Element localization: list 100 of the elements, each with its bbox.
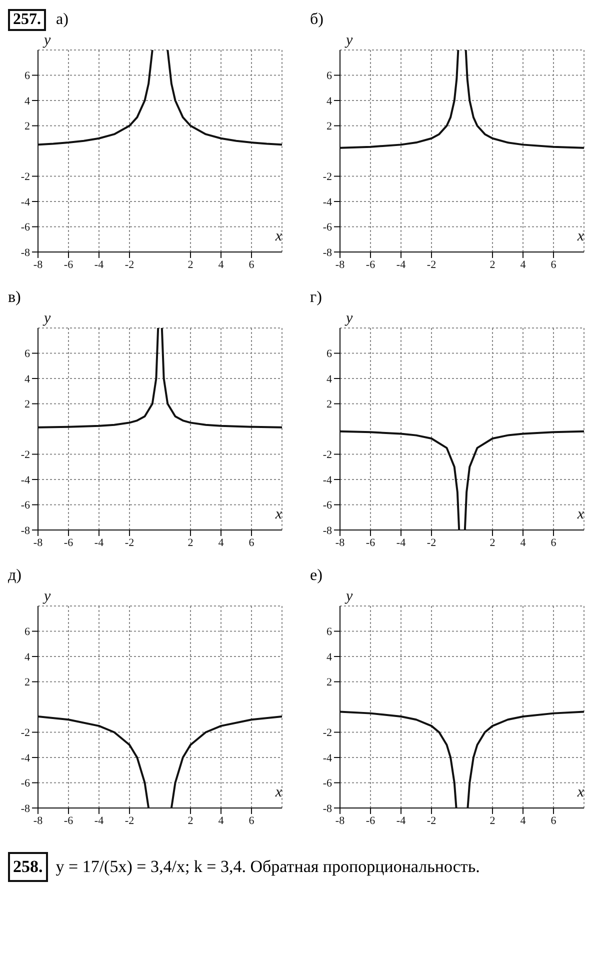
y-tick-label: 4 <box>24 95 30 108</box>
chart-title: а) <box>56 11 68 29</box>
x-tick-label: -6 <box>64 814 74 827</box>
y-tick-label: 4 <box>24 651 30 664</box>
y-tick-label: -2 <box>20 727 30 740</box>
x-tick-label: 6 <box>248 814 255 827</box>
x-tick-label: -2 <box>124 536 134 549</box>
y-tick-label: 4 <box>326 651 332 664</box>
x-tick-label: -6 <box>366 536 376 549</box>
text: 258. <box>8 852 48 882</box>
y-tick-label: -8 <box>322 246 332 259</box>
y-tick-label: 2 <box>24 398 30 411</box>
y-tick-label: 4 <box>24 373 30 386</box>
x-tick-label: -8 <box>335 536 346 549</box>
x-tick-label: 4 <box>520 536 526 549</box>
x-tick-label: 2 <box>490 536 496 549</box>
y-tick-label: -4 <box>322 474 332 486</box>
y-tick-label: -6 <box>322 500 332 512</box>
y-tick-label: -6 <box>20 500 30 512</box>
x-tick-label: -6 <box>64 258 74 271</box>
y-tick-label: -8 <box>322 802 332 815</box>
y-tick-label: -4 <box>20 474 30 486</box>
x-axis-title: x <box>576 506 584 523</box>
y-axis-title: y <box>42 310 51 327</box>
y-tick-label: 6 <box>24 348 30 360</box>
x-tick-label: -6 <box>366 258 376 271</box>
x-tick-label: 2 <box>188 536 194 549</box>
y-tick-label: 6 <box>326 70 332 82</box>
x-tick-label: -2 <box>426 814 436 827</box>
chart-title: б) <box>310 11 324 29</box>
y-tick-label: 6 <box>326 626 332 638</box>
x-tick-label: 2 <box>490 258 496 271</box>
y-tick-label: -8 <box>20 246 30 259</box>
x-tick-label: 4 <box>218 536 224 549</box>
y-tick-label: 6 <box>24 626 30 638</box>
y-tick-label: -6 <box>20 778 30 790</box>
y-axis-title: y <box>344 310 353 327</box>
x-tick-label: 2 <box>188 814 194 827</box>
x-tick-label: -2 <box>124 814 134 827</box>
y-tick-label: -2 <box>322 727 332 740</box>
x-tick-label: -8 <box>33 258 44 271</box>
y-tick-label: -4 <box>20 196 30 208</box>
x-tick-label: -8 <box>33 814 44 827</box>
x-tick-label: 6 <box>550 814 557 827</box>
x-tick-label: -2 <box>426 536 436 549</box>
x-tick-label: -6 <box>64 536 74 549</box>
x-axis-title: x <box>274 784 282 801</box>
y-tick-label: 2 <box>24 676 30 689</box>
y-tick-label: 2 <box>24 120 30 133</box>
chart-title: д) <box>8 567 22 585</box>
x-axis-title: x <box>274 506 282 523</box>
x-tick-label: 4 <box>520 814 526 827</box>
x-tick-label: -4 <box>396 536 406 549</box>
y-tick-label: 2 <box>326 398 332 411</box>
y-axis-title: y <box>42 588 51 605</box>
x-axis-title: x <box>274 228 282 245</box>
y-tick-label: -4 <box>20 752 30 764</box>
x-tick-label: -2 <box>124 258 134 271</box>
text: 257. <box>8 9 46 31</box>
y-tick-label: 6 <box>24 70 30 82</box>
x-tick-label: -4 <box>94 814 104 827</box>
y-tick-label: 4 <box>326 373 332 386</box>
y-tick-label: 2 <box>326 676 332 689</box>
x-tick-label: 2 <box>490 814 496 827</box>
y-tick-label: -8 <box>322 524 332 537</box>
y-tick-label: -2 <box>322 171 332 184</box>
y-tick-label: -2 <box>20 171 30 184</box>
y-tick-label: -2 <box>322 449 332 462</box>
x-tick-label: -4 <box>94 258 104 271</box>
x-tick-label: -8 <box>335 814 346 827</box>
y-axis-title: y <box>344 32 353 49</box>
x-tick-label: -4 <box>396 814 406 827</box>
x-tick-label: -4 <box>94 536 104 549</box>
x-tick-label: 2 <box>188 258 194 271</box>
x-tick-label: 4 <box>520 258 526 271</box>
x-tick-label: 6 <box>550 258 557 271</box>
y-tick-label: -4 <box>322 196 332 208</box>
chart-title: е) <box>310 567 322 585</box>
x-tick-label: 6 <box>248 536 255 549</box>
y-tick-label: -4 <box>322 752 332 764</box>
y-tick-label: -8 <box>20 524 30 537</box>
y-tick-label: -2 <box>20 449 30 462</box>
x-tick-label: -2 <box>426 258 436 271</box>
y-tick-label: 6 <box>326 348 332 360</box>
y-axis-title: y <box>42 32 51 49</box>
x-tick-label: -4 <box>396 258 406 271</box>
y-tick-label: 2 <box>326 120 332 133</box>
y-axis-title: y <box>344 588 353 605</box>
y-tick-label: -8 <box>20 802 30 815</box>
x-tick-label: -6 <box>366 814 376 827</box>
text: y = 17/(5x) = 3,4/x; k = 3,4. Обратная пропорциональность. <box>56 856 480 878</box>
x-tick-label: 6 <box>550 536 557 549</box>
y-tick-label: -6 <box>322 778 332 790</box>
x-tick-label: 4 <box>218 814 224 827</box>
x-axis-title: x <box>576 228 584 245</box>
x-tick-label: -8 <box>33 536 44 549</box>
chart-title: в) <box>8 289 21 307</box>
y-tick-label: 4 <box>326 95 332 108</box>
x-tick-label: -8 <box>335 258 346 271</box>
x-tick-label: 6 <box>248 258 255 271</box>
